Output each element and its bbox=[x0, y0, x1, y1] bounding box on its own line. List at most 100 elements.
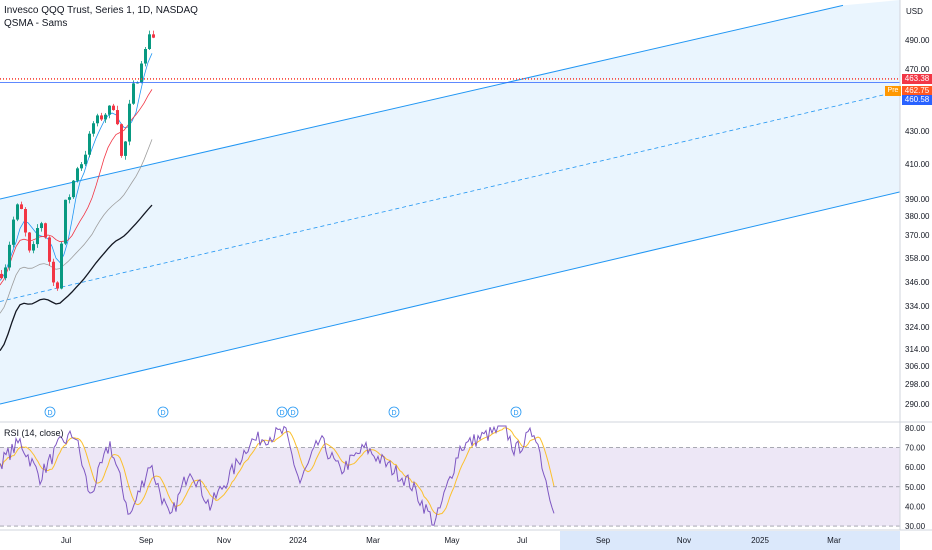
candle-body bbox=[108, 105, 111, 115]
time-tick-label: Nov bbox=[677, 536, 691, 545]
rsi-tick-label: 40.00 bbox=[905, 502, 926, 511]
price-tick-label: 346.00 bbox=[905, 278, 930, 287]
currency-label[interactable]: USD bbox=[906, 7, 923, 16]
rsi-tick-label: 70.00 bbox=[905, 444, 926, 453]
candle-body bbox=[64, 199, 67, 244]
candle-body bbox=[88, 133, 91, 155]
candle-body bbox=[84, 154, 87, 165]
candle-body bbox=[76, 168, 79, 181]
candle-body bbox=[4, 267, 7, 279]
dividend-marker bbox=[510, 406, 522, 418]
candle-body bbox=[60, 243, 63, 289]
candle-body bbox=[120, 124, 123, 156]
candle-body bbox=[68, 197, 71, 200]
time-tick-label: Mar bbox=[827, 536, 841, 545]
candle-body bbox=[32, 244, 35, 251]
candle-body bbox=[24, 209, 27, 233]
price-tick-label: 334.00 bbox=[905, 302, 930, 311]
candle-body bbox=[128, 103, 131, 142]
candle-body bbox=[92, 123, 95, 134]
regression-channel-fill bbox=[0, 0, 900, 404]
candle-body bbox=[148, 34, 151, 50]
candle-body bbox=[72, 180, 75, 198]
candle-body bbox=[144, 49, 147, 64]
sma-50-line bbox=[0, 89, 153, 286]
candle-body bbox=[12, 219, 15, 245]
time-tick-label: 2025 bbox=[751, 536, 769, 545]
dividend-marker bbox=[157, 406, 169, 418]
dividend-marker-label: D bbox=[47, 410, 52, 417]
other-price-badge: 460.58 bbox=[902, 95, 932, 105]
dividend-marker bbox=[44, 406, 56, 418]
time-tick-label: Sep bbox=[139, 536, 154, 545]
price-tick-label: 410.00 bbox=[905, 160, 930, 169]
candle-body bbox=[80, 164, 83, 169]
chart-title: Invesco QQQ Trust, Series 1, 1D, NASDAQ bbox=[4, 5, 198, 16]
sma-200-line bbox=[0, 204, 153, 352]
price-tick-label: 370.00 bbox=[905, 231, 930, 240]
candle-body bbox=[40, 223, 43, 229]
rsi-tick-label: 60.00 bbox=[905, 463, 926, 472]
time-tick-label: Nov bbox=[217, 536, 231, 545]
dividend-marker-label: D bbox=[513, 410, 518, 417]
candle-body bbox=[132, 83, 135, 104]
price-tick-label: 298.00 bbox=[905, 380, 930, 389]
pre-market-tag: Pre bbox=[885, 86, 901, 96]
candle-body bbox=[104, 114, 107, 120]
candle-body bbox=[28, 232, 31, 251]
dividend-marker-label: D bbox=[290, 410, 295, 417]
dividend-marker bbox=[276, 406, 288, 418]
time-tick-label: Jul bbox=[61, 536, 71, 545]
rsi-tick-label: 80.00 bbox=[905, 424, 926, 433]
time-tick-label: Mar bbox=[366, 536, 380, 545]
rsi-line bbox=[0, 425, 555, 526]
indicator-label[interactable]: QSMA - Sams bbox=[4, 18, 68, 29]
sma-100-line bbox=[0, 139, 153, 314]
candle-body bbox=[56, 282, 59, 289]
pre-market-price-badge: 462.75 bbox=[902, 86, 932, 96]
time-tick-label: Sep bbox=[596, 536, 611, 545]
last-price-badge: 463.38 bbox=[902, 74, 932, 84]
candles-group bbox=[0, 30, 155, 291]
candle-body bbox=[52, 261, 55, 283]
dividend-marker bbox=[287, 406, 299, 418]
candle-body bbox=[100, 115, 103, 120]
rsi-ma-line bbox=[0, 427, 555, 516]
price-tick-label: 314.00 bbox=[905, 345, 930, 354]
dividend-marker-label: D bbox=[279, 410, 284, 417]
candle-body bbox=[152, 34, 155, 38]
time-axis-range-highlight bbox=[560, 531, 900, 550]
price-tick-label: 380.00 bbox=[905, 212, 930, 221]
price-tick-label: 430.00 bbox=[905, 127, 930, 136]
time-tick-label: May bbox=[444, 536, 459, 545]
channel-median-line bbox=[0, 90, 901, 302]
dividend-marker-label: D bbox=[160, 410, 165, 417]
candle-body bbox=[140, 63, 143, 83]
rsi-label[interactable]: RSI (14, close) bbox=[4, 428, 64, 438]
price-tick-label: 390.00 bbox=[905, 195, 930, 204]
candle-body bbox=[36, 228, 39, 245]
rsi-tick-label: 50.00 bbox=[905, 483, 926, 492]
candle-body bbox=[16, 204, 19, 220]
candle-body bbox=[116, 110, 119, 125]
dividend-marker-label: D bbox=[391, 410, 396, 417]
price-tick-label: 324.00 bbox=[905, 323, 930, 332]
rsi-tick-label: 30.00 bbox=[905, 522, 926, 531]
candle-body bbox=[96, 115, 99, 124]
price-tick-label: 470.00 bbox=[905, 65, 930, 74]
price-tick-label: 306.00 bbox=[905, 362, 930, 371]
dividend-marker bbox=[388, 406, 400, 418]
channel-lower-line bbox=[0, 191, 901, 405]
price-tick-label: 490.00 bbox=[905, 36, 930, 45]
price-tick-label: 290.00 bbox=[905, 400, 930, 409]
candle-body bbox=[0, 273, 3, 279]
price-tick-label: 358.00 bbox=[905, 254, 930, 263]
candle-body bbox=[8, 244, 11, 268]
candle-body bbox=[112, 105, 115, 111]
time-tick-label: Jul bbox=[517, 536, 527, 545]
candle-body bbox=[124, 141, 127, 156]
candle-body bbox=[20, 204, 23, 210]
candle-body bbox=[44, 223, 47, 238]
time-tick-label: 2024 bbox=[289, 536, 307, 545]
